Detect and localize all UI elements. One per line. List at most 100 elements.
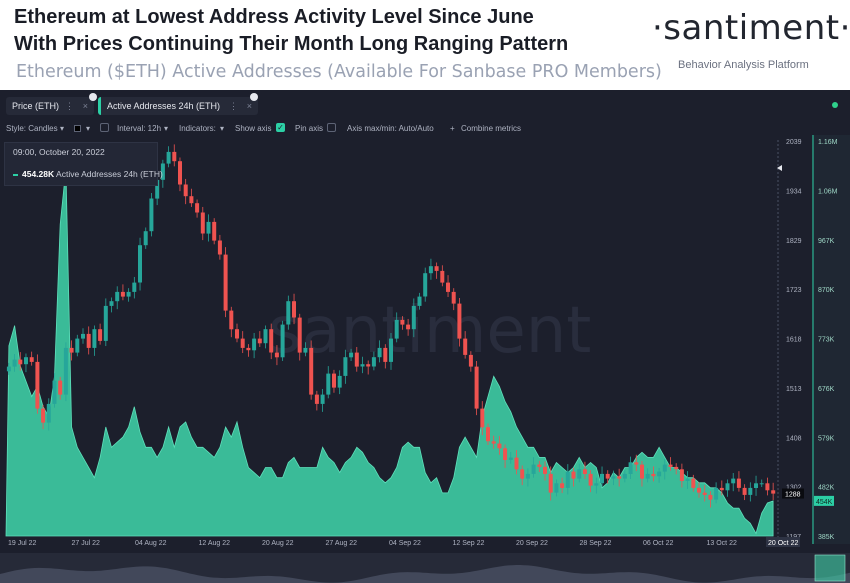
navigator-window (814, 554, 846, 582)
candle-body (69, 347, 74, 353)
candle-body (622, 473, 627, 479)
candle-body (554, 483, 559, 493)
price-tick-label: 1408 (786, 435, 802, 442)
price-tick-label: 1302 (786, 485, 802, 492)
candle-body (360, 364, 365, 367)
crosshair-marker-icon (777, 165, 782, 171)
live-status-icon (832, 102, 838, 108)
price-tick-label: 2039 (786, 139, 802, 146)
candle-body (748, 487, 753, 495)
chevron-down-icon[interactable]: ▾ (60, 124, 65, 133)
candle-body (708, 494, 713, 500)
chevron-down-icon[interactable]: ▾ (86, 124, 91, 133)
addr-tick-label: 579K (818, 435, 835, 442)
price-tick-label: 1618 (786, 337, 802, 344)
candle-body (468, 354, 473, 367)
candle-body (183, 184, 188, 197)
pin-axis-checkbox[interactable] (327, 123, 336, 132)
active-addresses-axis: 1.16M 1.06M 967K 870K 773K 676K 579K 482K 385K 45… (812, 135, 850, 544)
tab-price-eth[interactable]: Price (ETH) ⋮ × (6, 97, 94, 115)
candle-body (371, 357, 376, 367)
chart-toolbar: Style: Candles ▾ ▾ Interval: 12h ▾ Indic… (0, 123, 850, 137)
candle-body (640, 464, 644, 479)
candle-body (428, 266, 433, 274)
date-tick-label: 19 Jul 22 (8, 540, 37, 547)
candle-body (434, 266, 439, 271)
candle-body (86, 333, 91, 348)
candle-body (765, 483, 770, 491)
style-select[interactable]: Style: Candles (6, 124, 58, 133)
candle-body (759, 483, 764, 485)
candle-body (417, 296, 422, 306)
current-price-badge (782, 488, 804, 499)
chart-subtitle: Ethereum ($ETH) Active Addresses (Availa… (16, 62, 662, 82)
legend-value: 454.28K (22, 169, 55, 179)
candle-body (600, 473, 604, 484)
candle-body (657, 471, 662, 477)
show-axis-label: Show axis (235, 124, 272, 133)
candle-body (303, 347, 308, 353)
date-tick-label: 12 Sep 22 (453, 540, 485, 547)
candle-body (143, 231, 148, 246)
tab-label: Price (ETH) (12, 101, 59, 111)
chevron-down-icon[interactable]: ▾ (220, 124, 225, 133)
indicators-select[interactable]: Indicators: (179, 124, 216, 133)
addr-tick-label: 482K (818, 485, 835, 492)
close-icon[interactable]: × (82, 101, 88, 111)
price-tick-label: 1934 (786, 188, 802, 195)
candle-body (611, 476, 616, 479)
candle-body (206, 221, 211, 234)
candle-body (200, 212, 205, 234)
candle-body (497, 443, 502, 449)
candle-body (594, 483, 599, 486)
candle-body (628, 462, 633, 474)
tab-menu-icon[interactable]: ⋮ (65, 101, 74, 111)
candle-body (92, 329, 97, 348)
interval-select[interactable]: Interval: 12h (117, 124, 162, 133)
color-swatch[interactable] (74, 125, 81, 132)
candle-body (423, 273, 428, 297)
candle-body (383, 347, 388, 362)
candle-body (668, 464, 673, 467)
tab-active-addresses[interactable]: Active Addresses 24h (ETH) ⋮ × (98, 97, 258, 115)
close-icon[interactable]: × (246, 101, 252, 111)
candle-body (309, 347, 314, 395)
candle-body (103, 305, 108, 341)
candle-body (212, 221, 217, 241)
current-date-badge (766, 537, 800, 547)
show-axis-checkbox[interactable]: ✓ (276, 123, 285, 132)
candle-body (29, 357, 34, 362)
addr-tick-label: 1.16M (818, 139, 838, 146)
candle-body (582, 469, 587, 474)
date-tick-label: 20 Sep 22 (516, 540, 548, 547)
axis-minmax-select[interactable]: Axis max/min: Auto/Auto (347, 124, 434, 133)
candle-body (451, 291, 456, 304)
date-tick-label: 20 Aug 22 (262, 540, 294, 547)
candle-body (662, 464, 667, 472)
candle-body (446, 282, 450, 292)
candle-body (217, 240, 222, 255)
pin-icon[interactable] (89, 93, 97, 101)
header: Ethereum at Lowest Address Activity Leve… (0, 0, 850, 90)
candle-body (697, 487, 701, 493)
mini-navigator[interactable] (0, 553, 850, 583)
candle-body (685, 478, 690, 481)
chevron-down-icon[interactable]: ▾ (164, 124, 169, 133)
candle-body (377, 347, 382, 358)
combine-metrics-button[interactable]: Combine metrics (461, 124, 522, 133)
candle-body (155, 179, 160, 199)
pin-icon[interactable] (250, 93, 258, 101)
date-tick-label: 20 Oct 22 (768, 540, 798, 547)
candle-body (440, 270, 445, 283)
candle-body (263, 329, 268, 344)
addr-tick-label: 870K (818, 287, 835, 294)
candle-body (274, 352, 279, 358)
date-tick-label: 06 Oct 22 (643, 540, 673, 547)
tab-menu-icon[interactable]: ⋮ (229, 101, 238, 111)
candle-body (326, 373, 331, 395)
candle-body (366, 364, 371, 367)
candle-body (560, 483, 565, 488)
addr-tick-label: 773K (818, 337, 835, 344)
current-addr-badge (814, 495, 834, 506)
candle-body (634, 462, 639, 465)
